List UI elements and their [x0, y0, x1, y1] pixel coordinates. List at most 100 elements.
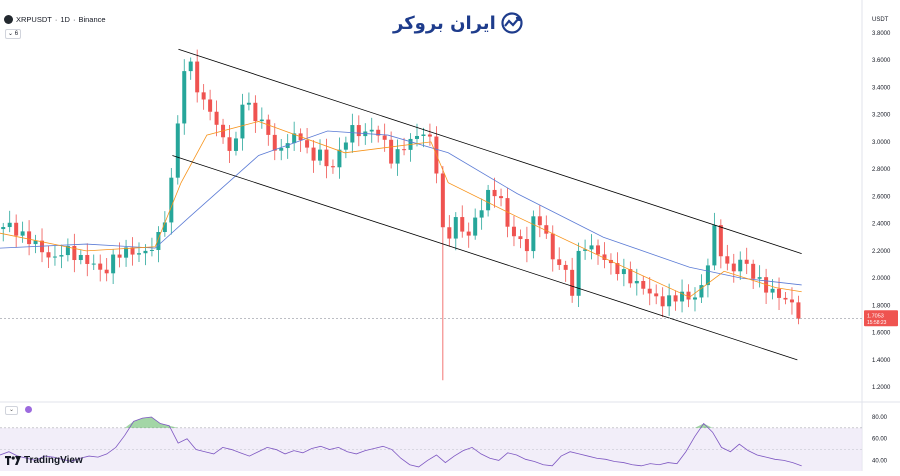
trend-logo-icon — [501, 12, 523, 34]
candle-body — [162, 222, 167, 232]
candle-body — [402, 149, 407, 151]
candle-body — [544, 225, 549, 234]
candle-body — [718, 225, 723, 257]
candle-body — [279, 148, 284, 151]
candle-body — [712, 225, 717, 266]
candle-body — [182, 71, 187, 124]
candle-body — [1, 227, 6, 230]
candle-body — [511, 226, 516, 237]
candle-body — [246, 102, 251, 105]
candle-body — [240, 104, 245, 139]
candle-body — [72, 245, 77, 261]
rsi-tick-label: 40.00 — [872, 458, 888, 464]
channel-upper-line — [178, 48, 802, 254]
candle-body — [453, 217, 458, 239]
candle-body — [725, 256, 730, 264]
last-price-countdown: 15:58:23 — [867, 320, 887, 326]
rsi-indicator-icon[interactable] — [25, 406, 32, 413]
price-tick-label: 2.4000 — [872, 222, 891, 228]
price-tick-label: 3.2000 — [872, 113, 891, 119]
candle-body — [98, 263, 103, 270]
candle-body — [253, 102, 258, 122]
candle-body — [563, 264, 568, 270]
price-tick-label: 3.6000 — [872, 58, 891, 64]
candle-body — [124, 247, 129, 258]
candle-body — [460, 217, 465, 232]
interval-label[interactable]: 1D — [60, 15, 70, 24]
currency-label[interactable]: USDT — [872, 17, 889, 23]
candle-body — [305, 140, 310, 148]
price-tick-label: 2.8000 — [872, 167, 891, 173]
candle-body — [201, 92, 206, 100]
candle-body — [195, 61, 200, 93]
candle-body — [596, 245, 601, 255]
price-tick-label: 3.0000 — [872, 140, 891, 146]
candle-body — [20, 231, 25, 236]
last-price-badge — [864, 310, 898, 327]
candle-body — [692, 297, 697, 300]
candle-body — [117, 254, 122, 258]
candle-body — [46, 252, 51, 258]
price-tick-label: 1.6000 — [872, 331, 891, 337]
indicators-toggle[interactable]: ⌄ 6 — [5, 29, 22, 39]
candle-body — [350, 125, 355, 143]
candle-body — [227, 137, 232, 151]
chevron-down-icon: ⌄ — [8, 407, 15, 413]
candle-body — [499, 196, 504, 199]
rsi-tick-label: 80.00 — [872, 415, 888, 421]
candle-body — [783, 297, 788, 300]
tradingview-label: TradingView — [24, 455, 83, 466]
candle-body — [705, 265, 710, 286]
exchange-name: Binance — [78, 15, 106, 24]
candle-body — [421, 134, 426, 136]
candle-body — [78, 254, 83, 261]
tradingview-brand[interactable]: TradingView — [5, 455, 83, 466]
symbol-name[interactable]: XRPUSDT — [16, 15, 52, 24]
candle-body — [292, 133, 297, 144]
brand-logo-text: ایران بروکر — [393, 12, 496, 34]
candle-body — [33, 240, 38, 245]
candle-body — [647, 288, 652, 294]
candle-body — [686, 291, 691, 300]
symbol-header[interactable]: XRPUSDT · 1D · Binance — [4, 15, 106, 24]
candle-body — [550, 233, 555, 260]
candle-body — [757, 277, 762, 279]
candle-body — [337, 149, 342, 168]
candle-body — [570, 269, 575, 296]
candle-body — [602, 254, 607, 260]
candle-body — [233, 138, 238, 151]
candle-body — [208, 99, 213, 112]
price-tick-label: 2.0000 — [872, 276, 891, 282]
candle-body — [751, 263, 756, 279]
candle-body — [427, 134, 432, 137]
candle-body — [789, 299, 794, 303]
candle-body — [389, 139, 394, 164]
brand-logo: ایران بروکر — [393, 12, 524, 34]
rsi-collapse-button[interactable]: ⌄ — [5, 406, 18, 415]
candle-body — [130, 247, 135, 255]
candle-body — [738, 259, 743, 272]
candle-body — [518, 236, 523, 240]
candle-body — [343, 142, 348, 150]
price-tick-label: 3.8000 — [872, 31, 891, 37]
candle-body — [111, 254, 116, 274]
candle-body — [660, 296, 665, 307]
candle-body — [654, 293, 659, 297]
candle-body — [85, 254, 90, 264]
candle-body — [479, 210, 484, 218]
candle-body — [330, 166, 335, 168]
candle-body — [395, 149, 400, 164]
candle-body — [492, 189, 497, 197]
candle-body — [777, 288, 782, 298]
candle-body — [65, 245, 70, 256]
candle-body — [414, 135, 419, 139]
last-price-value: 1.7053 — [867, 313, 884, 319]
candle-body — [621, 269, 626, 275]
header-separator-2: · — [72, 15, 76, 24]
candle-body — [680, 291, 685, 302]
price-tick-label: 2.2000 — [872, 249, 891, 255]
candle-body — [699, 285, 704, 298]
candle-body — [272, 134, 277, 151]
